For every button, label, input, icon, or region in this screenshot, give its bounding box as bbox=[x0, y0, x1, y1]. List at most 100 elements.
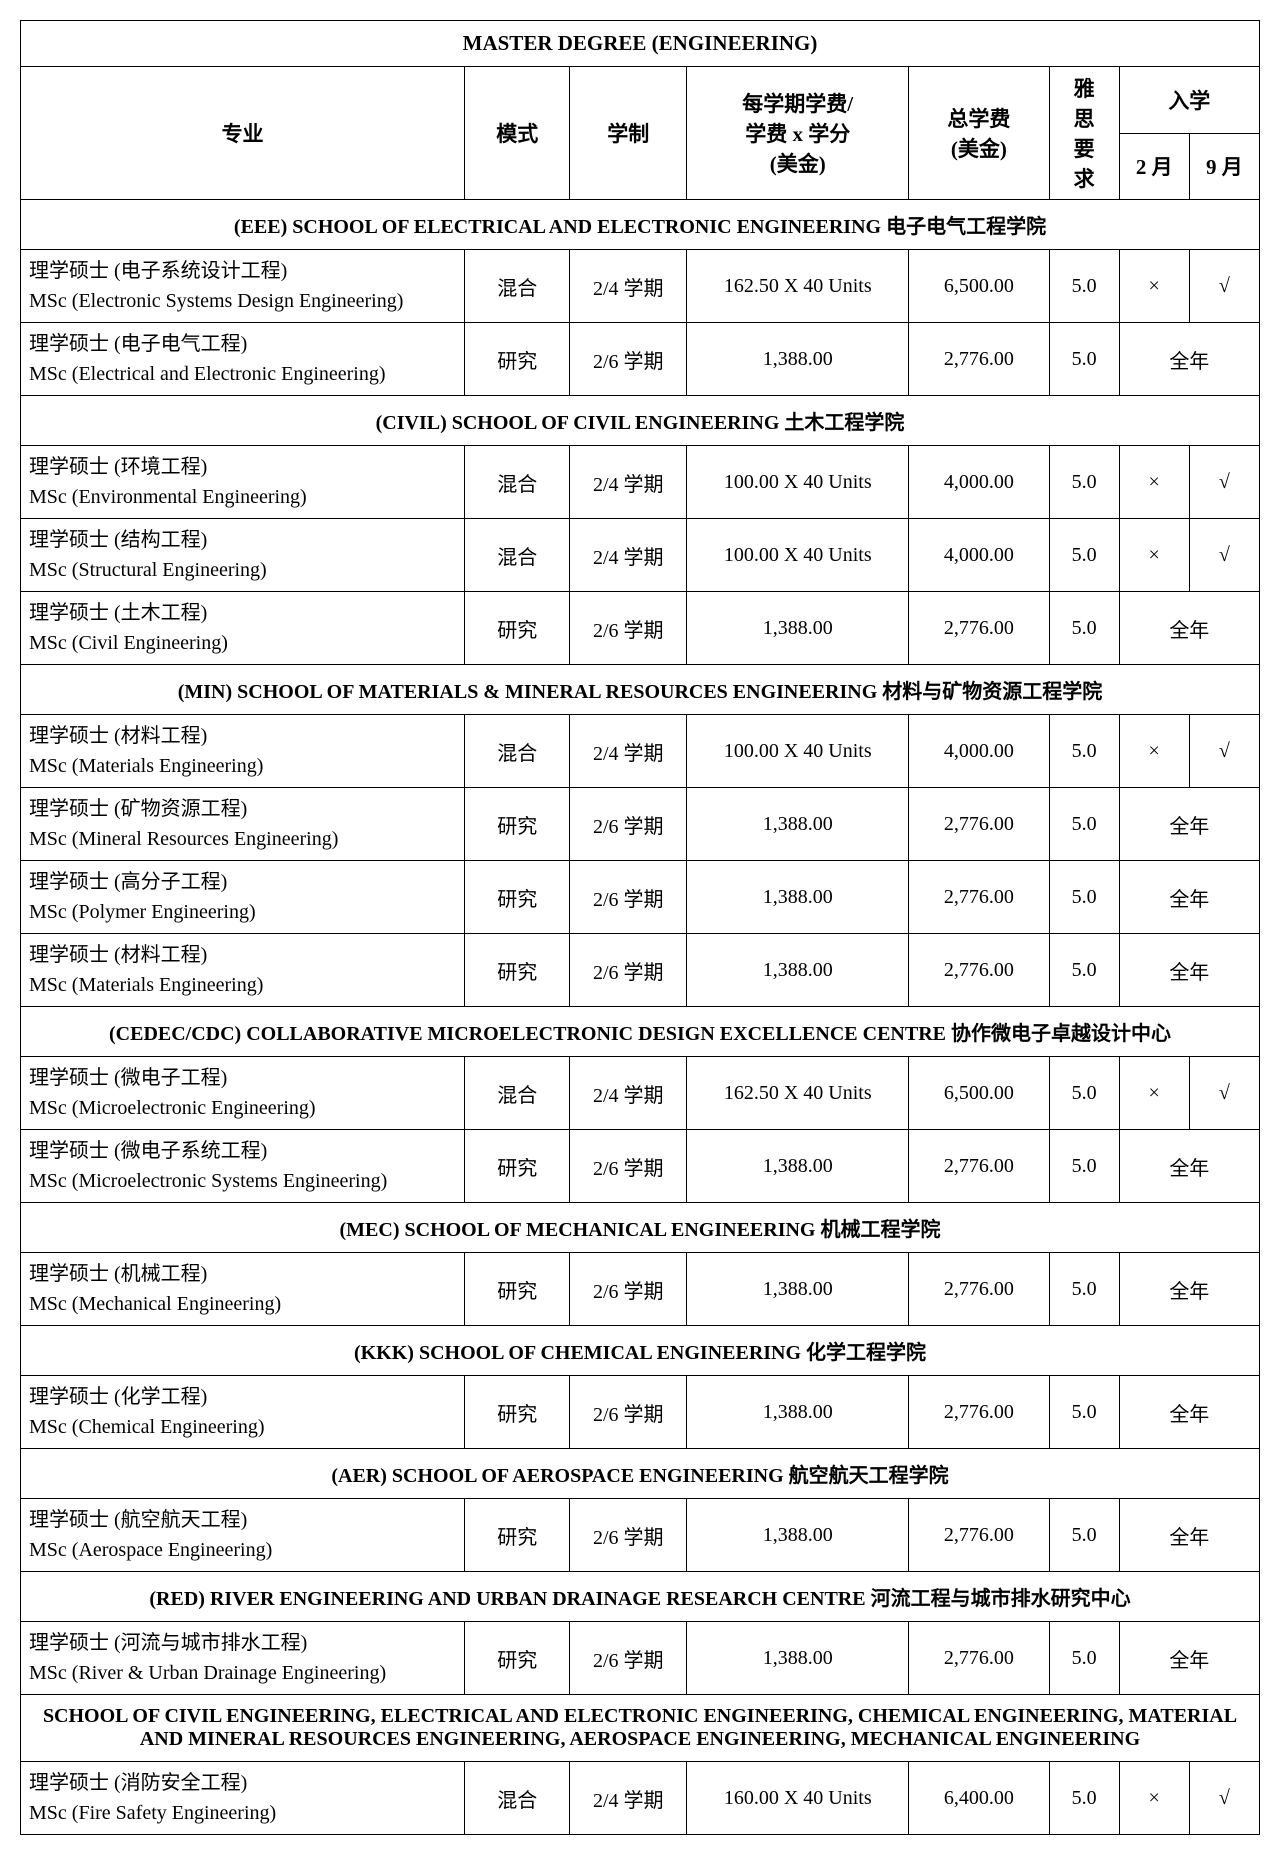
cell-ielts: 5.0 bbox=[1049, 1130, 1119, 1203]
cell-ielts: 5.0 bbox=[1049, 1762, 1119, 1835]
cell-mode: 混合 bbox=[465, 519, 570, 592]
cell-duration: 2/4 学期 bbox=[570, 1762, 687, 1835]
table-row: 理学硕士 (材料工程)MSc (Materials Engineering)研究… bbox=[21, 934, 1260, 1007]
cell-feb: × bbox=[1119, 1762, 1189, 1835]
cell-full-year: 全年 bbox=[1119, 1376, 1259, 1449]
cell-duration: 2/6 学期 bbox=[570, 323, 687, 396]
cell-fee: 1,388.00 bbox=[687, 1376, 909, 1449]
cell-total: 4,000.00 bbox=[909, 446, 1049, 519]
cell-total: 6,400.00 bbox=[909, 1762, 1049, 1835]
cell-total: 6,500.00 bbox=[909, 1057, 1049, 1130]
cell-fee: 1,388.00 bbox=[687, 1499, 909, 1572]
table-row: 理学硕士 (微电子系统工程)MSc (Microelectronic Syste… bbox=[21, 1130, 1260, 1203]
cell-ielts: 5.0 bbox=[1049, 788, 1119, 861]
program-name: 理学硕士 (机械工程)MSc (Mechanical Engineering) bbox=[21, 1253, 465, 1326]
table-row: 理学硕士 (电子电气工程)MSc (Electrical and Electro… bbox=[21, 323, 1260, 396]
cell-duration: 2/6 学期 bbox=[570, 1376, 687, 1449]
section-header: (CEDEC/CDC) COLLABORATIVE MICROELECTRONI… bbox=[21, 1007, 1260, 1057]
section-header: (MEC) SCHOOL OF MECHANICAL ENGINEERING 机… bbox=[21, 1203, 1260, 1253]
cell-total: 2,776.00 bbox=[909, 1130, 1049, 1203]
cell-duration: 2/6 学期 bbox=[570, 861, 687, 934]
cell-mode: 研究 bbox=[465, 1499, 570, 1572]
cell-full-year: 全年 bbox=[1119, 592, 1259, 665]
cell-feb: × bbox=[1119, 250, 1189, 323]
program-name: 理学硕士 (土木工程)MSc (Civil Engineering) bbox=[21, 592, 465, 665]
cell-sep: √ bbox=[1189, 250, 1259, 323]
cell-total: 2,776.00 bbox=[909, 788, 1049, 861]
cell-fee: 100.00 X 40 Units bbox=[687, 446, 909, 519]
cell-sep: √ bbox=[1189, 1762, 1259, 1835]
cell-ielts: 5.0 bbox=[1049, 1253, 1119, 1326]
section-header: (CIVIL) SCHOOL OF CIVIL ENGINEERING 土木工程… bbox=[21, 396, 1260, 446]
header-feb: 2 月 bbox=[1119, 133, 1189, 200]
cell-mode: 研究 bbox=[465, 1622, 570, 1695]
program-name: 理学硕士 (河流与城市排水工程)MSc (River & Urban Drain… bbox=[21, 1622, 465, 1695]
table-row: 理学硕士 (环境工程)MSc (Environmental Engineerin… bbox=[21, 446, 1260, 519]
cell-fee: 1,388.00 bbox=[687, 1622, 909, 1695]
table-row: 理学硕士 (矿物资源工程)MSc (Mineral Resources Engi… bbox=[21, 788, 1260, 861]
cell-ielts: 5.0 bbox=[1049, 1622, 1119, 1695]
cell-feb: × bbox=[1119, 1057, 1189, 1130]
cell-mode: 研究 bbox=[465, 1130, 570, 1203]
cell-mode: 研究 bbox=[465, 788, 570, 861]
cell-fee: 1,388.00 bbox=[687, 788, 909, 861]
program-name: 理学硕士 (高分子工程)MSc (Polymer Engineering) bbox=[21, 861, 465, 934]
program-name: 理学硕士 (结构工程)MSc (Structural Engineering) bbox=[21, 519, 465, 592]
cell-sep: √ bbox=[1189, 446, 1259, 519]
cell-fee: 162.50 X 40 Units bbox=[687, 1057, 909, 1130]
cell-total: 6,500.00 bbox=[909, 250, 1049, 323]
cell-total: 2,776.00 bbox=[909, 861, 1049, 934]
cell-full-year: 全年 bbox=[1119, 1622, 1259, 1695]
header-duration: 学制 bbox=[570, 67, 687, 200]
cell-duration: 2/6 学期 bbox=[570, 788, 687, 861]
cell-ielts: 5.0 bbox=[1049, 519, 1119, 592]
cell-ielts: 5.0 bbox=[1049, 715, 1119, 788]
cell-full-year: 全年 bbox=[1119, 1253, 1259, 1326]
cell-fee: 100.00 X 40 Units bbox=[687, 715, 909, 788]
table-row: 理学硕士 (河流与城市排水工程)MSc (River & Urban Drain… bbox=[21, 1622, 1260, 1695]
table-row: 理学硕士 (微电子工程)MSc (Microelectronic Enginee… bbox=[21, 1057, 1260, 1130]
cell-ielts: 5.0 bbox=[1049, 1057, 1119, 1130]
cell-ielts: 5.0 bbox=[1049, 323, 1119, 396]
program-name: 理学硕士 (微电子工程)MSc (Microelectronic Enginee… bbox=[21, 1057, 465, 1130]
cell-fee: 1,388.00 bbox=[687, 934, 909, 1007]
cell-fee: 1,388.00 bbox=[687, 861, 909, 934]
program-name: 理学硕士 (材料工程)MSc (Materials Engineering) bbox=[21, 934, 465, 1007]
cell-ielts: 5.0 bbox=[1049, 592, 1119, 665]
cell-full-year: 全年 bbox=[1119, 861, 1259, 934]
cell-fee: 1,388.00 bbox=[687, 1130, 909, 1203]
cell-feb: × bbox=[1119, 519, 1189, 592]
cell-feb: × bbox=[1119, 715, 1189, 788]
cell-duration: 2/6 学期 bbox=[570, 1499, 687, 1572]
section-header: SCHOOL OF CIVIL ENGINEERING, ELECTRICAL … bbox=[21, 1695, 1260, 1762]
header-intake: 入学 bbox=[1119, 67, 1259, 134]
header-mode: 模式 bbox=[465, 67, 570, 200]
cell-sep: √ bbox=[1189, 519, 1259, 592]
program-name: 理学硕士 (矿物资源工程)MSc (Mineral Resources Engi… bbox=[21, 788, 465, 861]
header-sep: 9 月 bbox=[1189, 133, 1259, 200]
cell-mode: 研究 bbox=[465, 323, 570, 396]
table-row: 理学硕士 (航空航天工程)MSc (Aerospace Engineering)… bbox=[21, 1499, 1260, 1572]
cell-fee: 1,388.00 bbox=[687, 592, 909, 665]
cell-ielts: 5.0 bbox=[1049, 861, 1119, 934]
cell-ielts: 5.0 bbox=[1049, 1376, 1119, 1449]
cell-mode: 混合 bbox=[465, 446, 570, 519]
cell-fee: 1,388.00 bbox=[687, 323, 909, 396]
table-row: 理学硕士 (消防安全工程)MSc (Fire Safety Engineerin… bbox=[21, 1762, 1260, 1835]
table-row: 理学硕士 (化学工程)MSc (Chemical Engineering)研究2… bbox=[21, 1376, 1260, 1449]
cell-total: 2,776.00 bbox=[909, 1622, 1049, 1695]
cell-ielts: 5.0 bbox=[1049, 250, 1119, 323]
cell-duration: 2/6 学期 bbox=[570, 592, 687, 665]
cell-duration: 2/4 学期 bbox=[570, 519, 687, 592]
cell-duration: 2/6 学期 bbox=[570, 1253, 687, 1326]
table-title: MASTER DEGREE (ENGINEERING) bbox=[21, 21, 1260, 67]
cell-full-year: 全年 bbox=[1119, 323, 1259, 396]
section-header: (AER) SCHOOL OF AEROSPACE ENGINEERING 航空… bbox=[21, 1449, 1260, 1499]
program-name: 理学硕士 (微电子系统工程)MSc (Microelectronic Syste… bbox=[21, 1130, 465, 1203]
cell-fee: 1,388.00 bbox=[687, 1253, 909, 1326]
cell-duration: 2/4 学期 bbox=[570, 250, 687, 323]
cell-mode: 研究 bbox=[465, 934, 570, 1007]
program-name: 理学硕士 (环境工程)MSc (Environmental Engineerin… bbox=[21, 446, 465, 519]
cell-feb: × bbox=[1119, 446, 1189, 519]
cell-fee: 162.50 X 40 Units bbox=[687, 250, 909, 323]
